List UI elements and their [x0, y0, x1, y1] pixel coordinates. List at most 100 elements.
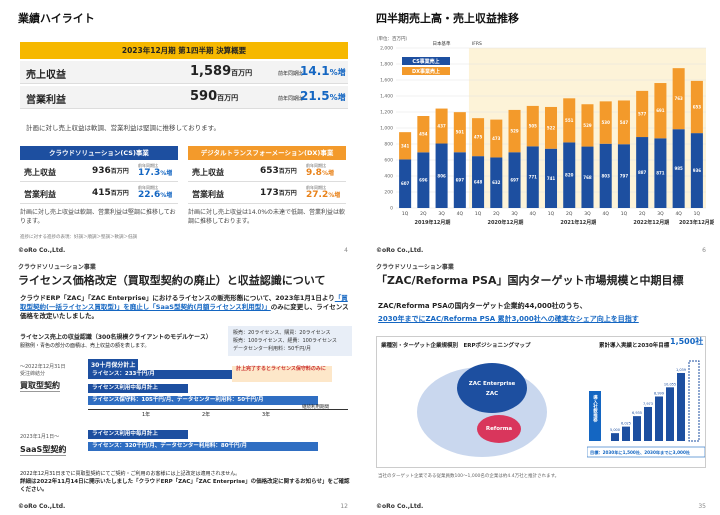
summary-row-revenue: 売上収益 1,589百万円 前年同期比 14.1%増	[20, 61, 348, 84]
cs-segment: クラウドソリューション(CS)事業 売上収益 936百万円 前年同期比 17.3…	[20, 146, 178, 226]
year-label: 2022年12月期	[633, 219, 669, 226]
bar-label: 7,973	[643, 402, 653, 406]
slide-title: 四半期売上高・売上収益推移	[376, 12, 519, 25]
slide-title: 「ZAC/Reforma PSA」国内ターゲット市場規模と中期目標	[376, 274, 684, 287]
row-label: 売上収益	[24, 168, 56, 177]
row-pct: 14.1%増	[300, 64, 346, 78]
cumulative-bar	[644, 406, 652, 441]
row-yoy-label: 前年同期比	[138, 185, 158, 190]
slide-title: 業績ハイライト	[18, 12, 95, 25]
row-value: 590百万円	[190, 89, 239, 104]
axis-year-1: 1年	[142, 412, 151, 418]
axis-year-3: 3年	[262, 412, 271, 418]
row-yoy-label: 前年同期比	[306, 163, 326, 168]
bar-maintenance-note: 計上完了するとライセンス保守料のみに	[232, 366, 332, 382]
legend-cs	[402, 57, 450, 65]
bar-dx	[453, 112, 466, 153]
y-tick-label: 1,600	[380, 78, 393, 84]
page-number: 12	[340, 503, 348, 510]
bar-label: 6,025	[621, 422, 631, 426]
company-logo: ©oRo Co.,Ltd.	[18, 503, 66, 510]
x-tick-label: 4Q	[530, 211, 537, 217]
bar-cs	[654, 138, 667, 208]
bar-cs	[526, 146, 539, 208]
cumulative-bar	[611, 433, 619, 441]
x-tick-label: 3Q	[657, 211, 664, 217]
bar-label: 5,000	[610, 428, 620, 432]
data-label: 454	[419, 132, 428, 137]
data-label: 696	[419, 178, 428, 183]
slide-quarterly-revenue: 四半期売上高・売上収益推移 （単位：百万円） 日本基準 IFRS 0 200 400 600…	[370, 6, 714, 256]
row-pct: 27.2%増	[306, 190, 341, 200]
bar-label: 8,999	[654, 391, 664, 395]
x-tick-label: 3Q	[438, 211, 445, 217]
data-label: 797	[620, 174, 629, 179]
unit-label: （単位：百万円）	[374, 35, 410, 42]
dx-segment-head: デジタルトランスフォーメーション(DX)事業	[188, 146, 346, 160]
bar-cs	[508, 152, 521, 208]
bar-dx	[544, 106, 558, 149]
summary-box: 2023年12月期 第1四半期 決算概要 売上収益 1,589百万円 前年同期比…	[20, 42, 348, 116]
legend-label: CS事業売上	[412, 58, 439, 65]
data-label: 522	[547, 125, 556, 130]
data-label: 653	[693, 105, 702, 110]
legend-jgaap: 日本基準	[432, 40, 450, 47]
bar-cs	[490, 157, 503, 208]
data-label: 341	[401, 143, 410, 148]
row-pct: 17.3%増	[138, 168, 173, 178]
bar-cs	[599, 143, 612, 208]
cumulative-bar	[622, 426, 630, 441]
slide-body: クラウドERP「ZAC」「ZAC Enterprise」におけるライセンスの販売…	[20, 294, 349, 320]
company-logo: ©oRo Co.,Ltd.	[376, 247, 424, 254]
x-tick-label: 1Q	[694, 211, 701, 217]
data-label: 475	[474, 135, 483, 140]
x-tick-label: 4Q	[675, 211, 682, 217]
bar-label: 1,039	[676, 368, 686, 372]
bar-cs	[636, 137, 649, 208]
axis-label: 継続利用期間	[302, 405, 329, 410]
legend-label: DX事業売上	[412, 68, 440, 75]
bar-dx	[599, 101, 612, 144]
data-label: 806	[437, 173, 446, 178]
y-tick-label: 1,400	[380, 94, 393, 100]
data-label: 691	[656, 108, 665, 113]
bar-cs	[417, 152, 430, 208]
bar-dx	[472, 118, 485, 157]
bar-usage-monthly: ライセンス利用中毎月計上	[88, 384, 188, 393]
legend-dx	[402, 67, 450, 75]
cs-row-profit: 営業利益 415百万円 前年同期比 22.6%増	[20, 182, 178, 204]
summary-note: 計画に対し売上収益は軟調、営業利益は堅調に推移しております。	[26, 124, 220, 132]
data-label: 803	[602, 173, 611, 178]
data-label: 887	[638, 170, 647, 175]
slide-title: ライセンス価格改定（買取型契約の廃止）と収益認識について	[18, 274, 326, 287]
data-label: 505	[529, 124, 538, 129]
x-tick-label: 3Q	[584, 211, 591, 217]
data-label: 697	[456, 178, 465, 183]
y-tick-label: 1,800	[380, 62, 393, 68]
row-yoy-label: 前年同期比	[138, 163, 158, 168]
bar-cs	[453, 152, 466, 208]
y-tick-label: 200	[384, 190, 393, 196]
data-label: 771	[529, 175, 538, 180]
bar-maintenance-fee: ライセンス保守料：105千円/月、データセンター利用料：50千円/月	[88, 396, 318, 405]
data-label: 577	[638, 111, 647, 116]
company-logo: ©oRo Co.,Ltd.	[376, 503, 424, 510]
y-tick-label: 400	[384, 174, 393, 180]
x-tick-label: 1Q	[621, 211, 628, 217]
x-tick-label: 3Q	[511, 211, 518, 217]
cs-row-revenue: 売上収益 936百万円 前年同期比 17.3%増	[20, 160, 178, 182]
bar-saas-fee: ライセンス：320千円/月、データセンター利用料：80千円/月	[88, 442, 318, 451]
year-label: 2023年12月期	[679, 219, 714, 226]
bar-saas-monthly: ライセンス利用中毎月計上	[88, 430, 188, 439]
x-tick-label: 1Q	[475, 211, 482, 217]
bar-dx	[508, 109, 521, 153]
summary-title: 2023年12月期 第1四半期 決算概要	[20, 42, 348, 59]
row-label: 売上収益	[192, 168, 224, 177]
dx-segment: デジタルトランスフォーメーション(DX)事業 売上収益 653百万円 前年同期比…	[188, 146, 346, 226]
data-label: 763	[674, 96, 683, 101]
summary-row-profit: 営業利益 590百万円 前年同期比 21.5%増	[20, 86, 348, 109]
data-label: 547	[620, 120, 629, 125]
data-label: 985	[674, 166, 683, 171]
bar-cs	[435, 143, 448, 208]
row-label: 営業利益	[192, 190, 224, 199]
